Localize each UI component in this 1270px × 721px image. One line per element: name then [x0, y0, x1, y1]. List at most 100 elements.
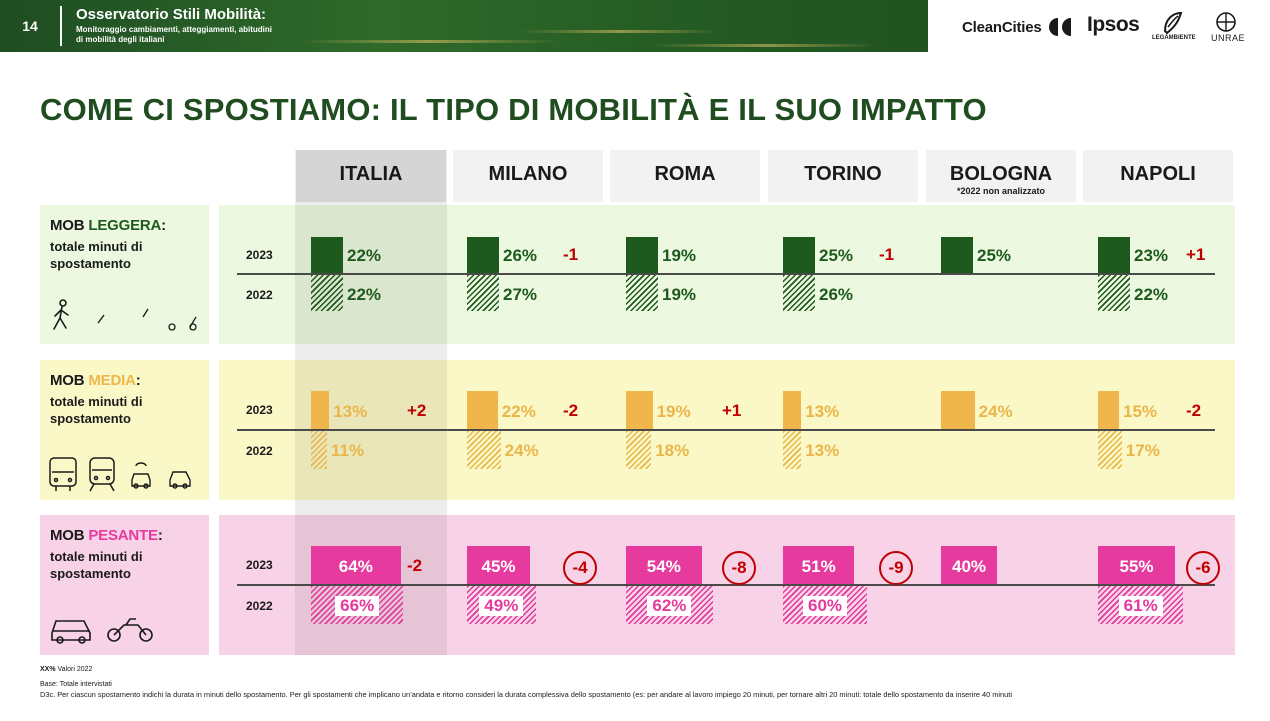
- bar-2022-torino: [783, 275, 815, 311]
- value-label-2023: 25%: [819, 246, 854, 265]
- column-name: ROMA: [654, 163, 716, 185]
- delta-label: -4: [563, 551, 597, 585]
- column-header-italia: ITALIA: [296, 150, 446, 202]
- row-title-suffix: :: [157, 527, 163, 544]
- page-title: COME CI SPOSTIAMO: IL TIPO DI MOBILITÀ E…: [40, 92, 987, 127]
- bar-2023-torino: [783, 237, 815, 273]
- page-number: 14: [22, 18, 38, 34]
- unrae-logo: UNRAE: [1211, 33, 1246, 43]
- base-note: Base: Totale intervistati: [40, 681, 112, 688]
- year-label: 2022: [246, 599, 273, 613]
- bar-2023-milano: [467, 237, 499, 273]
- bar-2023-torino: [783, 546, 855, 584]
- axis-line: [237, 584, 1215, 586]
- bar-2023-milano: [467, 546, 530, 584]
- row-subtitle: totale minuti di spostamento: [50, 239, 143, 271]
- bar-2023-bologna: [941, 546, 997, 584]
- value-label-2022: 13%: [805, 441, 840, 460]
- legend-key-sample: XX%: [40, 666, 56, 673]
- column-header-milano: MILANO: [453, 150, 603, 202]
- delta-label: -9: [879, 551, 913, 585]
- value-label-2023: 45%: [481, 557, 516, 576]
- bar-2023-napoli: [1098, 546, 1175, 584]
- delta-label: -1: [879, 245, 895, 264]
- bar-2023-torino: [783, 391, 802, 429]
- value-label-2022: 18%: [655, 441, 690, 460]
- column-header-torino: TORINO: [768, 150, 918, 202]
- cleancities-logo: CleanCities: [962, 19, 1042, 36]
- banner-light-streak: [520, 30, 720, 33]
- value-label-2022: 22%: [347, 285, 382, 304]
- header-title: Osservatorio Stili Mobilità:: [76, 6, 267, 23]
- bar-2023-napoli: [1098, 391, 1119, 429]
- delta-label: +1: [722, 401, 742, 420]
- row-label-leggera: MOB LEGGERA: totale minuti di spostament…: [40, 205, 209, 344]
- train-icon: [89, 457, 115, 492]
- header-separator: [60, 6, 62, 46]
- value-label-2023: 15%: [1123, 402, 1158, 421]
- value-label-2023: 13%: [333, 402, 368, 421]
- column-name: MILANO: [488, 163, 568, 185]
- value-label-2022: 11%: [331, 441, 365, 460]
- row-title: MOB PESANTE:: [50, 527, 163, 544]
- legambiente-mark-icon: [1163, 11, 1183, 35]
- bar-2023-bologna: [941, 237, 973, 273]
- heavy-mobility-icons: [51, 618, 153, 644]
- column-header-napoli: NAPOLI: [1083, 150, 1233, 202]
- row-title-accent: MEDIA: [88, 372, 136, 389]
- value-label-2023: 54%: [646, 557, 681, 576]
- row-subtitle: totale minuti di spostamento: [50, 549, 143, 581]
- bar-2023-milano: [467, 391, 498, 429]
- value-label-2022: 49%: [479, 596, 524, 616]
- cleancities-mark-icon: [1049, 18, 1071, 36]
- year-label: 2023: [246, 403, 273, 417]
- row-title-prefix: MOB: [50, 527, 89, 544]
- row-subtitle: totale minuti di spostamento: [50, 394, 143, 426]
- car-icon: [51, 620, 91, 644]
- row-title: MOB LEGGERA:: [50, 217, 166, 234]
- value-label-2022: 26%: [819, 285, 854, 304]
- column-name: BOLOGNA: [949, 163, 1053, 185]
- bar-2023-roma: [626, 391, 653, 429]
- column-header-bologna: BOLOGNA *2022 non analizzato: [926, 150, 1076, 202]
- value-label-2023: 26%: [503, 246, 538, 265]
- bar-2023-roma: [626, 546, 702, 584]
- bar-2022-milano: [467, 431, 501, 469]
- header-banner: [0, 0, 1270, 52]
- row-title-accent: PESANTE: [88, 527, 158, 544]
- medium-mobility-icons: [49, 457, 191, 492]
- delta-label: -6: [1186, 551, 1220, 585]
- value-label-2023: 13%: [805, 402, 840, 421]
- bar-2022-napoli: [1098, 431, 1122, 469]
- bar-2023-italia: [311, 237, 343, 273]
- value-label-2022: 61%: [1118, 596, 1163, 616]
- row-title-prefix: MOB: [50, 372, 89, 389]
- delta-label: +1: [1186, 245, 1206, 264]
- bar-2022-italia: [311, 431, 327, 469]
- column-name: NAPOLI: [1120, 163, 1196, 185]
- legend-key-text: Valori 2022: [57, 666, 93, 673]
- value-label-2023: 51%: [801, 557, 836, 576]
- bar-2023-italia: [311, 391, 330, 429]
- delta-label: -2: [1186, 401, 1202, 420]
- bar-2022-milano: [467, 275, 499, 311]
- taxi-icon: [169, 471, 191, 489]
- bar-2023-italia: [311, 546, 401, 584]
- value-label-2023: 19%: [662, 246, 697, 265]
- value-label-2022: 62%: [647, 596, 692, 616]
- bar-2023-roma: [626, 237, 658, 273]
- row-title-prefix: MOB: [50, 217, 89, 234]
- banner-light-streak: [650, 44, 880, 47]
- unrae-mark-icon: [1216, 12, 1236, 32]
- bar-2022-torino: [783, 431, 802, 469]
- value-label-2022: 17%: [1125, 441, 1160, 460]
- bus-icon: [49, 457, 77, 491]
- value-label-2023: 40%: [951, 557, 987, 576]
- year-label: 2022: [246, 288, 273, 302]
- column-note: *2022 non analizzato: [956, 186, 1046, 196]
- value-label-2023: 23%: [1134, 246, 1169, 265]
- value-label-2022: 27%: [503, 285, 538, 304]
- value-label-2023: 55%: [1119, 557, 1154, 576]
- column-header-roma: ROMA: [610, 150, 760, 202]
- delta-label: -8: [722, 551, 756, 585]
